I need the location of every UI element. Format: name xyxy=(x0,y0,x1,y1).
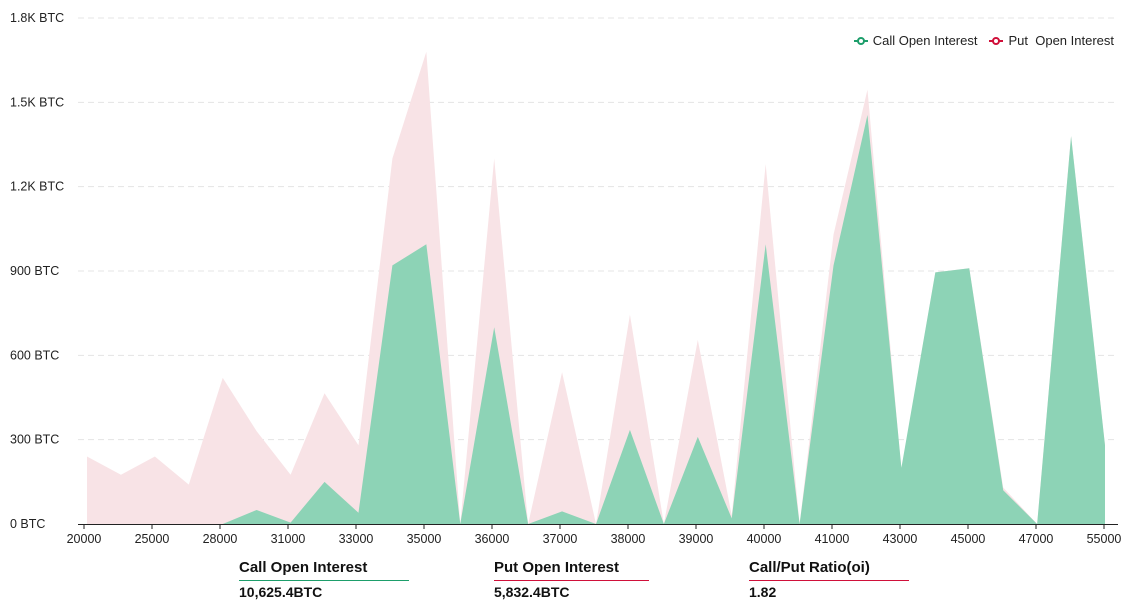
legend-item-call[interactable]: Call Open Interest xyxy=(853,33,978,48)
x-tick-label: 47000 xyxy=(1019,532,1054,546)
x-tick-label: 33000 xyxy=(339,532,374,546)
chart-legend: Call Open Interest Put Open Interest xyxy=(853,33,1114,48)
x-tick-label: 20000 xyxy=(67,532,102,546)
stat-call-open-interest: Call Open Interest 10,625.4BTC xyxy=(239,559,409,600)
legend-label-call: Call Open Interest xyxy=(872,33,978,48)
stat-call-put-ratio: Call/Put Ratio(oi) 1.82 xyxy=(749,559,909,600)
stat-value: 5,832.4BTC xyxy=(494,584,570,600)
x-tick-label: 25000 xyxy=(135,532,170,546)
y-tick-label: 600 BTC xyxy=(10,348,59,362)
y-tick-label: 1.2K BTC xyxy=(10,180,64,194)
stat-value: 1.82 xyxy=(749,584,777,600)
legend-label-put: Put Open Interest xyxy=(1008,33,1114,48)
y-tick-label: 300 BTC xyxy=(10,433,59,447)
x-tick-label: 35000 xyxy=(407,532,442,546)
x-tick-label: 45000 xyxy=(951,532,986,546)
x-tick-label: 43000 xyxy=(883,532,918,546)
x-tick-label: 38000 xyxy=(611,532,646,546)
x-tick-label: 39000 xyxy=(679,532,714,546)
call-series xyxy=(87,114,1105,524)
stat-label: Put Open Interest xyxy=(494,559,649,581)
stat-label: Call Open Interest xyxy=(239,559,409,581)
legend-marker-call-icon xyxy=(853,36,868,46)
x-tick-label: 28000 xyxy=(203,532,238,546)
x-tick-label: 55000 xyxy=(1087,532,1122,546)
x-tick-label: 37000 xyxy=(543,532,578,546)
legend-marker-put-icon xyxy=(989,36,1004,46)
grid-lines xyxy=(78,17,1118,441)
x-tick-label: 36000 xyxy=(475,532,510,546)
y-axis-ticks: 0 BTC 300 BTC 600 BTC 900 BTC 1.2K BTC 1.5K B… xyxy=(10,11,64,531)
y-tick-label: 1.8K BTC xyxy=(10,11,64,25)
y-tick-label: 0 BTC xyxy=(10,517,45,531)
legend-item-put[interactable]: Put Open Interest xyxy=(989,33,1114,48)
x-tick-label: 41000 xyxy=(815,532,850,546)
stat-put-open-interest: Put Open Interest 5,832.4BTC xyxy=(494,559,649,600)
stat-label: Call/Put Ratio(oi) xyxy=(749,559,909,581)
x-tick-label: 31000 xyxy=(271,532,306,546)
y-tick-label: 1.5K BTC xyxy=(10,95,64,109)
x-axis-ticks: 20000 25000 28000 31000 33000 35000 36000 37000… xyxy=(67,524,1122,546)
stat-value: 10,625.4BTC xyxy=(239,584,323,600)
call-open-interest-area xyxy=(87,114,1105,524)
open-interest-chart: 0 BTC 300 BTC 600 BTC 900 BTC 1.2K BTC 1.5K B… xyxy=(10,11,1122,546)
x-tick-label: 40000 xyxy=(747,532,782,546)
y-tick-label: 900 BTC xyxy=(10,264,59,278)
summary-stats: Call Open Interest 10,625.4BTC Put Open … xyxy=(0,559,1136,610)
